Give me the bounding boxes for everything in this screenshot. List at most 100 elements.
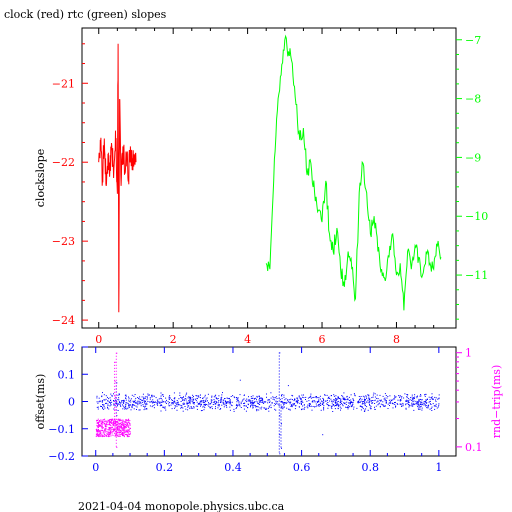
scatter-point-offset bbox=[256, 396, 258, 398]
top-yright-tick-label: −8 bbox=[465, 93, 481, 106]
scatter-point-offset bbox=[389, 405, 390, 406]
scatter-point-offset bbox=[244, 402, 246, 404]
scatter-point-rnd-trip bbox=[100, 434, 102, 436]
scatter-point-offset bbox=[189, 403, 191, 405]
scatter-point-offset bbox=[296, 400, 298, 402]
scatter-point-offset bbox=[286, 407, 288, 409]
scatter-point-offset bbox=[196, 398, 198, 400]
scatter-point-offset bbox=[175, 402, 177, 404]
scatter-point-offset bbox=[438, 397, 440, 399]
scatter-point-offset bbox=[394, 398, 396, 400]
scatter-point-offset bbox=[130, 409, 132, 411]
scatter-point-offset bbox=[263, 402, 265, 403]
scatter-point-offset bbox=[107, 396, 108, 398]
scatter-point-rnd-trip bbox=[100, 435, 102, 437]
scatter-point-offset bbox=[277, 403, 279, 405]
bottom-x-tick-label: 0.8 bbox=[361, 461, 379, 474]
scatter-point-offset bbox=[147, 397, 148, 399]
scatter-point-offset bbox=[310, 393, 312, 395]
scatter-point-rnd-trip bbox=[120, 429, 122, 431]
scatter-point-offset bbox=[368, 402, 370, 404]
scatter-point-offset bbox=[117, 410, 119, 411]
scatter-point-offset bbox=[235, 405, 237, 406]
scatter-point-offset bbox=[438, 398, 440, 400]
scatter-point-offset bbox=[128, 405, 130, 407]
scatter-point-offset bbox=[359, 405, 361, 407]
scatter-point-offset bbox=[111, 395, 113, 397]
scatter-point-offset bbox=[273, 399, 275, 401]
scatter-point-offset bbox=[275, 404, 277, 405]
scatter-point-offset bbox=[139, 401, 141, 403]
scatter-point-offset bbox=[149, 401, 151, 403]
scatter-point-offset bbox=[245, 399, 247, 401]
scatter-point-offset bbox=[146, 399, 148, 401]
scatter-point-offset bbox=[374, 399, 376, 401]
scatter-point-offset bbox=[108, 398, 110, 400]
scatter-point-offset bbox=[110, 402, 111, 404]
scatter-point-offset bbox=[223, 403, 225, 405]
scatter-point-offset bbox=[188, 402, 190, 403]
scatter-point-offset bbox=[362, 401, 364, 402]
bottom-panel: 0 0.2 0.4 0.6 0.8 1−0.2−0.100.10.20.11offset(… bbox=[34, 341, 503, 474]
scatter-point-offset bbox=[133, 395, 135, 397]
scatter-point-offset bbox=[324, 400, 326, 402]
scatter-point-offset bbox=[128, 404, 130, 406]
scatter-point-offset bbox=[229, 406, 231, 408]
top-yleft-tick-label: −24 bbox=[52, 314, 75, 327]
scatter-point-offset bbox=[399, 395, 401, 397]
scatter-point-offset bbox=[109, 397, 111, 399]
scatter-point-offset bbox=[352, 399, 354, 401]
scatter-point-offset bbox=[187, 405, 189, 407]
scatter-point-offset bbox=[312, 401, 314, 403]
scatter-point-offset bbox=[180, 401, 182, 402]
scatter-point-offset bbox=[138, 403, 140, 405]
scatter-point-offset bbox=[261, 397, 263, 399]
scatter-point-offset bbox=[149, 394, 150, 396]
scatter-point-rnd-trip bbox=[119, 428, 121, 430]
scatter-point-rnd-trip bbox=[123, 436, 125, 438]
scatter-point-rnd-trip bbox=[121, 431, 123, 433]
scatter-point-rnd-trip bbox=[112, 421, 114, 423]
scatter-point-offset bbox=[220, 400, 222, 402]
top-x-tick-label: 2 bbox=[170, 333, 177, 346]
scatter-point-offset bbox=[196, 401, 198, 403]
scatter-point-rnd-trip bbox=[117, 434, 119, 436]
scatter-point-offset bbox=[417, 401, 419, 403]
scatter-point-rnd-trip bbox=[108, 436, 110, 438]
scatter-point-offset bbox=[390, 399, 392, 401]
scatter-point-offset bbox=[149, 405, 151, 407]
scatter-point-offset bbox=[432, 403, 434, 405]
scatter-point-offset bbox=[125, 395, 127, 397]
scatter-point-offset bbox=[373, 392, 375, 394]
scatter-point-offset bbox=[165, 403, 167, 404]
scatter-point-rnd-trip bbox=[115, 431, 117, 433]
scatter-point-offset bbox=[169, 402, 171, 403]
scatter-point-rnd-trip bbox=[101, 427, 103, 429]
scatter-point-offset bbox=[171, 400, 173, 401]
scatter-point-rnd-trip bbox=[128, 422, 130, 424]
scatter-point-offset bbox=[224, 398, 226, 399]
scatter-point-offset bbox=[251, 402, 253, 404]
scatter-point-offset bbox=[125, 402, 127, 404]
scatter-point-offset bbox=[283, 404, 284, 406]
scatter-point-offset bbox=[289, 409, 291, 411]
scatter-point-offset bbox=[376, 401, 378, 403]
scatter-point-offset bbox=[206, 397, 208, 399]
scatter-point-offset bbox=[323, 409, 325, 411]
scatter-point-offset bbox=[407, 400, 409, 402]
scatter-point-offset bbox=[214, 403, 216, 405]
scatter-point-offset bbox=[176, 409, 178, 411]
scatter-point-offset bbox=[301, 403, 302, 405]
scatter-point-offset bbox=[145, 405, 147, 407]
scatter-point-offset bbox=[215, 403, 217, 405]
scatter-point-offset bbox=[237, 405, 238, 407]
scatter-point-rnd-trip bbox=[125, 419, 127, 421]
scatter-point-offset bbox=[107, 404, 109, 406]
scatter-point-offset bbox=[226, 401, 228, 403]
scatter-point-rnd-trip bbox=[125, 420, 127, 422]
scatter-point-offset bbox=[249, 402, 251, 404]
scatter-point-offset bbox=[104, 399, 106, 401]
scatter-point-rnd-trip bbox=[114, 421, 115, 423]
scatter-point-offset bbox=[350, 405, 352, 407]
scatter-point-rnd-trip bbox=[125, 434, 127, 436]
